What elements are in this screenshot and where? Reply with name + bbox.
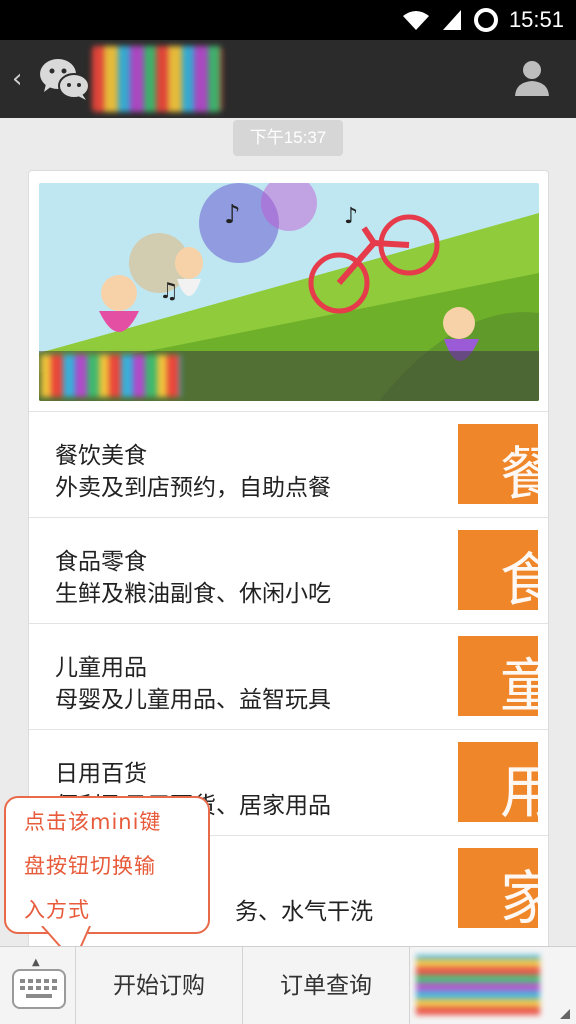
menu-item-title: 餐饮美食 [55, 443, 147, 469]
chat-title-redacted [92, 46, 222, 112]
daily-goods-thumbnail: 用 [458, 742, 538, 822]
svg-text:♪: ♪ [224, 200, 241, 230]
home-services-thumbnail: 家 [458, 848, 538, 928]
bottom-menu-bar: ▲ 开始订购 订单查询 [0, 946, 576, 1024]
signal-icon [442, 10, 461, 30]
chat-header: ‹ [0, 40, 576, 118]
menu-item-subtitle: 务、水气干洗 [235, 899, 373, 925]
svg-text:♪: ♪ [344, 204, 358, 229]
wifi-icon [402, 11, 429, 30]
menu-item-title: 儿童用品 [55, 655, 147, 681]
thumb-glyph: 餐 [500, 440, 538, 504]
submenu-indicator-icon [560, 1009, 570, 1019]
svg-text:♫: ♫ [159, 279, 179, 304]
menu-item-subtitle: 母婴及儿童用品、益智玩具 [55, 687, 331, 713]
thumb-glyph: 家 [500, 864, 538, 928]
banner-image[interactable]: ♪ ♪ ♫ [39, 183, 539, 401]
tooltip-line: 点击该mini键 [24, 810, 162, 834]
tooltip-line: 入方式 [24, 898, 90, 922]
food-thumbnail: 食 [458, 530, 538, 610]
tooltip-line: 盘按钮切换输 [24, 854, 156, 878]
menu-item-home-services[interactable]: 务、水气干洗 家 [29, 835, 548, 941]
order-query-button[interactable]: 订单查询 [243, 947, 410, 1024]
start-order-button[interactable]: 开始订购 [76, 947, 243, 1024]
thumb-glyph: 用 [500, 758, 538, 822]
dining-thumbnail: 餐 [458, 424, 538, 504]
menu-item-dining[interactable]: 餐饮美食 外卖及到店预约，自助点餐 餐 [29, 411, 548, 517]
more-menu-label-redacted [416, 955, 540, 1015]
status-icons: 15:51 [401, 6, 564, 34]
menu-item-subtitle: 外卖及到店预约，自助点餐 [55, 475, 331, 501]
keyboard-icon [12, 969, 66, 1009]
status-time: 15:51 [508, 7, 564, 32]
banner-caption-redacted [41, 355, 181, 397]
menu-item-kids[interactable]: 儿童用品 母婴及儿童用品、益智玩具 童 [29, 623, 548, 729]
menu-item-title: 日用百货 [55, 761, 147, 787]
thumb-glyph: 食 [500, 546, 538, 610]
message-timestamp: 下午15:37 [233, 120, 343, 156]
banner-caption-bar [39, 351, 539, 401]
more-menu-button[interactable] [410, 947, 576, 1024]
caret-up-icon: ▲ [32, 957, 40, 968]
status-bar: 15:51 [0, 0, 576, 40]
menu-item-food[interactable]: 食品零食 生鲜及粮油副食、休闲小吃 食 [29, 517, 548, 623]
sync-ring-icon [473, 8, 498, 32]
menu-item-title: 食品零食 [55, 549, 147, 575]
thumb-glyph: 童 [500, 652, 538, 716]
menu-item-subtitle: 生鲜及粮油副食、休闲小吃 [55, 581, 331, 607]
chevron-left-icon[interactable]: ‹ [12, 64, 23, 94]
wechat-logo-icon[interactable] [38, 56, 90, 102]
keyboard-toggle-button[interactable]: ▲ [0, 947, 76, 1024]
kids-thumbnail: 童 [458, 636, 538, 716]
profile-icon[interactable] [512, 58, 552, 98]
keyboard-hint-tooltip: 点击该mini键 盘按钮切换输 入方式 [4, 796, 210, 934]
menu-card: ♪ ♪ ♫ 餐饮美食 外卖及到店预约，自助点餐 餐 食品零食 生鲜及粮油副食、休… [28, 170, 549, 970]
